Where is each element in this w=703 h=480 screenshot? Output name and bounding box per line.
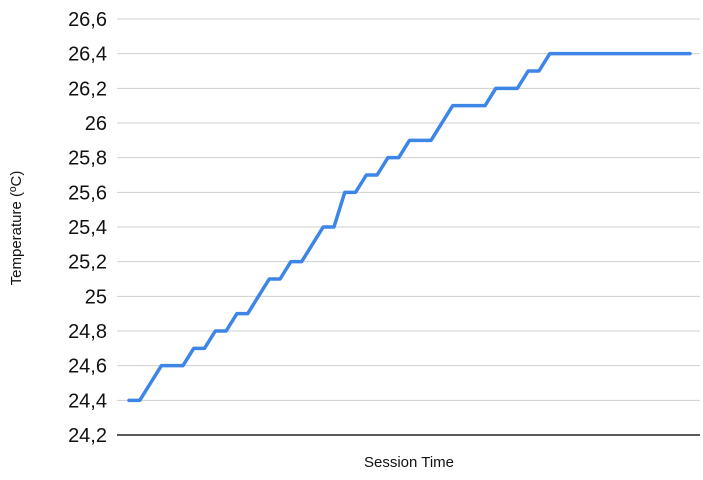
y-tick-label: 26,4 — [68, 44, 107, 66]
y-tick-labels: 24,2 24,4 24,6 24,8 25 25,2 25,4 25,6 25,8 26 26,2… — [68, 9, 107, 447]
y-tick-label: 26 — [85, 113, 107, 135]
y-tick-label: 25,6 — [68, 182, 107, 204]
y-tick-label: 26,6 — [68, 9, 107, 31]
y-tick-label: 24,4 — [68, 390, 107, 412]
y-tick-label: 25,8 — [68, 148, 107, 170]
series-line — [127, 51, 692, 403]
y-tick-label: 25,2 — [68, 252, 107, 274]
y-tick-label: 25,4 — [68, 217, 107, 239]
y-tick-label: 24,2 — [68, 425, 107, 447]
y-tick-label: 25 — [85, 286, 107, 308]
y-axis-title: Temperature (ºC) — [8, 171, 25, 286]
x-axis-title: Session Time — [364, 454, 454, 471]
series-layer — [127, 51, 692, 403]
grid-lines — [117, 18, 700, 401]
y-tick-label: 26,2 — [68, 78, 107, 100]
y-tick-label: 24,6 — [68, 356, 107, 378]
y-tick-label: 24,8 — [68, 321, 107, 343]
